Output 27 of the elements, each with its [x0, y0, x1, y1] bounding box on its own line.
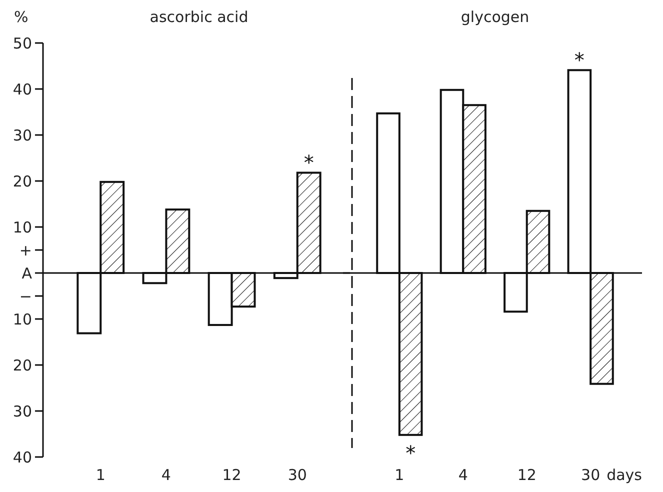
y-tick-label: A [22, 264, 33, 282]
y-tick-label: 20 [12, 356, 32, 374]
chart-title: ascorbic acid [150, 8, 248, 26]
y-tick-label: 30 [12, 126, 32, 144]
x-tick-label: 30 [581, 466, 600, 484]
x-tick-label: 4 [161, 466, 171, 484]
y-tick-label: 30 [12, 402, 32, 420]
x-axis-title: days [606, 466, 642, 484]
y-tick-label: − [19, 287, 32, 306]
x-tick-label: 30 [288, 466, 307, 484]
y-tick-label: + [19, 241, 32, 260]
y-axis-title: % [14, 8, 28, 26]
y-tick-label: 40 [12, 80, 32, 98]
x-tick-label: 4 [458, 466, 468, 484]
annotation: * [574, 48, 584, 72]
x-tick-label: 12 [517, 466, 536, 484]
x-tick-label: 12 [222, 466, 242, 484]
chart-title: glycogen [460, 8, 530, 26]
x-tick-label: 1 [394, 466, 404, 484]
y-tick-label: 40 [12, 448, 32, 466]
y-tick-label: 50 [12, 34, 32, 52]
x-tick-label: 1 [96, 466, 106, 484]
y-tick-label: 10 [12, 218, 32, 236]
y-tick-label: 20 [12, 172, 32, 190]
y-tick-label: 10 [12, 310, 32, 328]
annotation: * [406, 440, 416, 465]
annotation: * [304, 150, 314, 175]
